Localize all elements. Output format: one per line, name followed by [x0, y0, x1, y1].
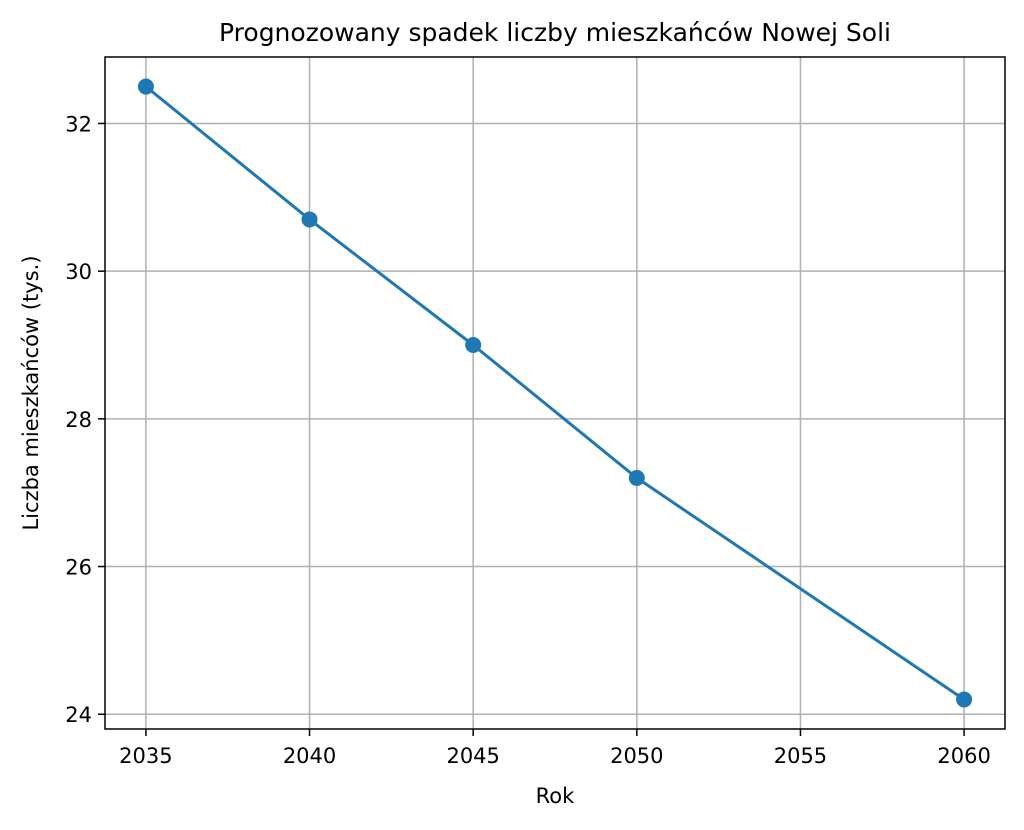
data-point — [628, 469, 645, 486]
chart-title: Prognozowany spadek liczby mieszkańców N… — [219, 18, 891, 47]
x-tick-label: 2035 — [119, 744, 172, 768]
y-axis-label: Liczba mieszkańców (tys.) — [19, 255, 43, 530]
x-tick-label: 2040 — [283, 744, 336, 768]
x-tick-label: 2060 — [937, 744, 990, 768]
series-line — [144, 85, 965, 701]
y-tick-label: 32 — [65, 112, 92, 136]
y-tick-label: 30 — [65, 260, 92, 284]
data-point — [956, 691, 973, 708]
x-tick-label: 2050 — [610, 744, 663, 768]
data-point — [137, 78, 154, 95]
data-point — [301, 211, 318, 228]
axis-ticks: 2035 2040 2045 2050 2055 2060 24 26 28 30 32 — [65, 112, 991, 768]
series-layer — [137, 78, 973, 708]
y-tick-label: 26 — [65, 556, 92, 580]
x-tick-label: 2055 — [774, 744, 827, 768]
plot-frame — [104, 56, 1006, 730]
y-tick-label: 28 — [65, 408, 92, 432]
data-point — [465, 337, 482, 353]
grid-lines — [105, 57, 1005, 729]
x-axis-label: Rok — [536, 784, 575, 808]
x-tick-label: 2045 — [446, 744, 499, 768]
y-tick-label: 24 — [65, 703, 92, 727]
